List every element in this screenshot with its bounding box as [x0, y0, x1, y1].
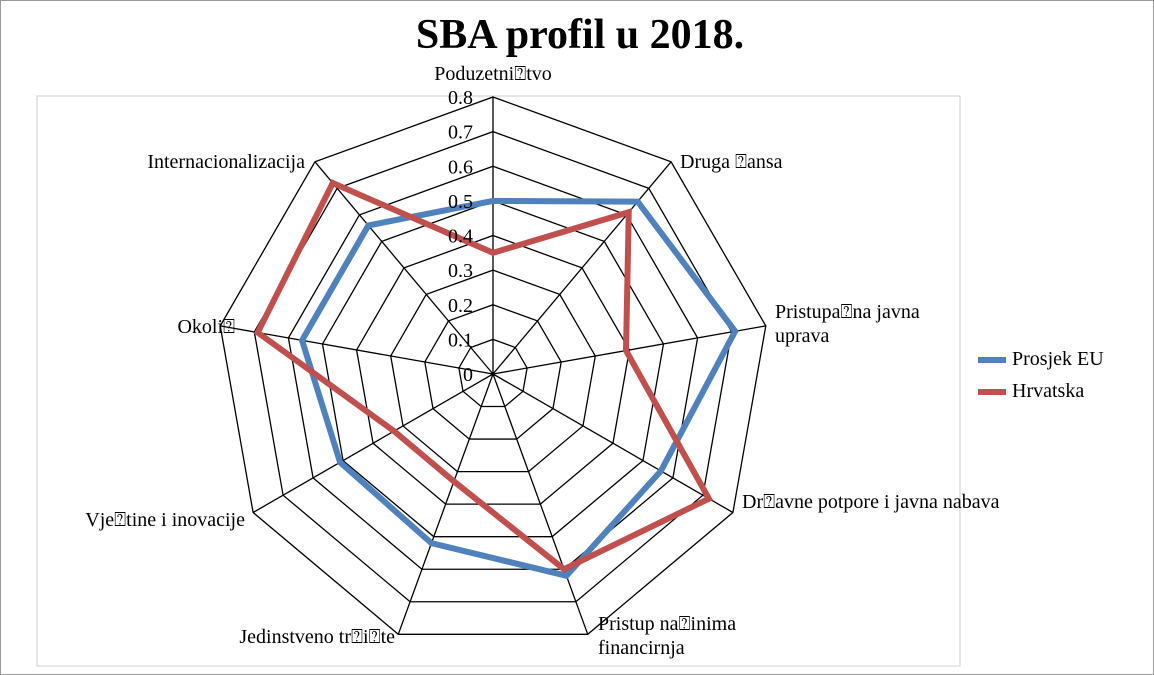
ticks: 0 0.1 0.2 0.3 0.4 0.5 0.6 0.7 0.8: [448, 87, 1006, 395]
tick-label: 0.7: [448, 122, 473, 144]
spoke: [492, 373, 589, 635]
category-label: Druga ⍰ansa: [680, 151, 783, 173]
series-line: [253, 179, 714, 573]
series-line: [298, 197, 739, 580]
spoke: [314, 161, 494, 375]
grid-ring: [321, 200, 665, 538]
spoke: [492, 161, 672, 375]
spoke: [220, 325, 494, 375]
tick-label: 0.5: [448, 191, 473, 213]
series: [253, 179, 739, 580]
category-label: Poduzetni⍰tvo: [434, 63, 552, 85]
category-label: Dr⍰avne potpore i javna nabava: [742, 491, 1000, 513]
category-label: Vje⍰tine i inovacije: [85, 509, 245, 531]
grid-ring: [424, 304, 562, 440]
grid-ring: [458, 338, 528, 408]
tick-label: 0.1: [448, 329, 473, 351]
tick-label: 0.6: [448, 156, 473, 178]
legend-label: Hrvatska: [1012, 380, 1085, 402]
grid-ring: [287, 165, 699, 570]
spoke: [252, 373, 494, 514]
category-label: Pristup na⍰inima financirnja: [598, 613, 737, 659]
grid-ring: [219, 96, 767, 635]
category-label: Pristupa⍰na javna uprava: [775, 301, 920, 347]
plot-area: [36, 95, 961, 667]
spoke: [492, 373, 734, 514]
tick-label: 0.8: [448, 87, 473, 109]
chart-title: SBA profil u 2018.: [416, 12, 744, 58]
spoke: [492, 325, 766, 375]
tick-label: 0.3: [448, 260, 473, 282]
spoke: [397, 373, 494, 635]
grid-ring: [390, 269, 596, 473]
tick-label: 0: [463, 364, 473, 386]
category-label: Internacionalizacija: [147, 151, 305, 173]
grid-ring: [355, 234, 631, 505]
category-label: Jedinstveno tr⍰i⍰te: [239, 626, 395, 648]
legend-label: Prosjek EU: [1012, 348, 1104, 370]
category-label: Okoli⍰: [177, 316, 235, 338]
tick-label: 0.2: [448, 295, 473, 317]
tick-label: 0.4: [448, 226, 473, 248]
